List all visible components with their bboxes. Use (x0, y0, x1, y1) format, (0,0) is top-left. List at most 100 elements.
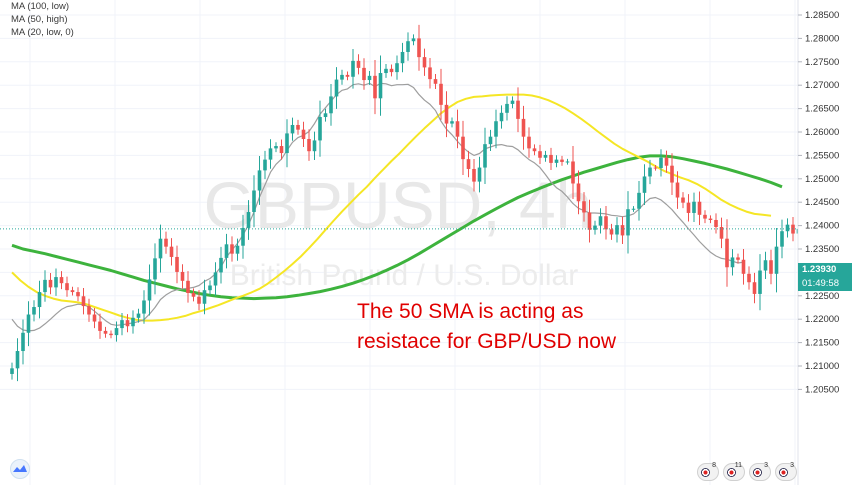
candle[interactable] (697, 201, 702, 215)
candle[interactable] (598, 216, 603, 226)
candle[interactable] (433, 79, 438, 84)
candle[interactable] (21, 332, 25, 352)
candle[interactable] (290, 124, 295, 134)
candle[interactable] (340, 74, 344, 80)
candle[interactable] (329, 96, 333, 114)
candle[interactable] (98, 321, 102, 331)
candle[interactable] (560, 159, 564, 162)
candle[interactable] (620, 225, 625, 236)
candle[interactable] (235, 245, 240, 254)
candle[interactable] (725, 238, 729, 268)
candle[interactable] (444, 104, 449, 124)
candle[interactable] (142, 300, 146, 314)
candle[interactable] (549, 154, 553, 163)
candle[interactable] (274, 146, 278, 149)
candle[interactable] (59, 277, 64, 284)
event-flag-icon[interactable]: 3 (749, 462, 771, 481)
candle[interactable] (609, 229, 614, 235)
candle[interactable] (120, 320, 124, 329)
candle[interactable] (230, 244, 234, 254)
candle[interactable] (54, 277, 58, 288)
candle[interactable] (345, 74, 350, 77)
candle[interactable] (565, 161, 570, 163)
candle[interactable] (406, 41, 410, 52)
candle[interactable] (758, 270, 762, 294)
candle[interactable] (681, 197, 685, 203)
candle[interactable] (741, 259, 746, 274)
candle[interactable] (642, 176, 647, 193)
candle[interactable] (279, 146, 284, 154)
candle[interactable] (10, 368, 14, 374)
candle[interactable] (692, 201, 696, 213)
candle[interactable] (719, 227, 724, 239)
candle[interactable] (763, 260, 768, 271)
legend-ma100[interactable]: MA (100, low) (11, 1, 70, 12)
candle[interactable] (736, 257, 740, 260)
candle[interactable] (461, 136, 465, 160)
candle[interactable] (626, 209, 630, 236)
candle[interactable] (494, 121, 498, 137)
candle[interactable] (197, 296, 201, 304)
candle[interactable] (103, 330, 108, 334)
candle[interactable] (136, 313, 141, 318)
candle[interactable] (384, 68, 388, 74)
candle[interactable] (70, 290, 75, 293)
candle[interactable] (483, 144, 487, 168)
candle[interactable] (241, 227, 245, 246)
candle[interactable] (521, 118, 526, 137)
candle[interactable] (213, 272, 218, 286)
candle[interactable] (422, 57, 427, 68)
candle[interactable] (708, 218, 713, 220)
candle[interactable] (769, 260, 773, 274)
candle[interactable] (351, 60, 355, 77)
candle[interactable] (450, 121, 454, 124)
candle[interactable] (593, 225, 597, 230)
candle[interactable] (670, 165, 674, 183)
candle[interactable] (153, 258, 157, 280)
candle[interactable] (307, 139, 311, 152)
candle[interactable] (164, 238, 168, 247)
candle[interactable] (587, 212, 592, 230)
candle[interactable] (32, 307, 36, 315)
candle[interactable] (109, 333, 113, 336)
candle[interactable] (571, 161, 575, 184)
candle[interactable] (114, 328, 119, 336)
candle[interactable] (15, 351, 20, 369)
candle[interactable] (631, 208, 636, 210)
candle[interactable] (191, 292, 196, 297)
candle[interactable] (780, 231, 784, 247)
candle[interactable] (180, 271, 185, 281)
candle[interactable] (505, 103, 509, 113)
candle[interactable] (378, 73, 383, 99)
candle[interactable] (208, 285, 212, 291)
candle[interactable] (477, 167, 482, 182)
candle[interactable] (659, 157, 663, 169)
candle[interactable] (268, 148, 273, 160)
candle[interactable] (395, 63, 399, 73)
candle[interactable] (532, 148, 537, 152)
candle[interactable] (202, 290, 207, 304)
candle[interactable] (158, 238, 163, 259)
candle[interactable] (301, 129, 306, 140)
candle[interactable] (224, 244, 229, 258)
candle[interactable] (219, 257, 223, 273)
candle[interactable] (499, 112, 504, 122)
candle[interactable] (26, 314, 31, 333)
candle[interactable] (37, 292, 42, 308)
candle[interactable] (263, 159, 267, 171)
candle[interactable] (648, 167, 652, 177)
legend-ma20[interactable]: MA (20, low, 0) (11, 27, 74, 38)
candle[interactable] (538, 151, 542, 158)
event-flag-icon[interactable]: 8 (697, 462, 719, 481)
candle[interactable] (125, 320, 130, 327)
candle[interactable] (510, 100, 515, 104)
candle[interactable] (252, 190, 256, 213)
candle[interactable] (373, 75, 377, 99)
candle[interactable] (554, 159, 559, 163)
candle[interactable] (257, 170, 262, 191)
candle[interactable] (615, 225, 619, 235)
candle[interactable] (576, 183, 581, 202)
candle[interactable] (131, 317, 135, 327)
candle[interactable] (543, 154, 548, 158)
